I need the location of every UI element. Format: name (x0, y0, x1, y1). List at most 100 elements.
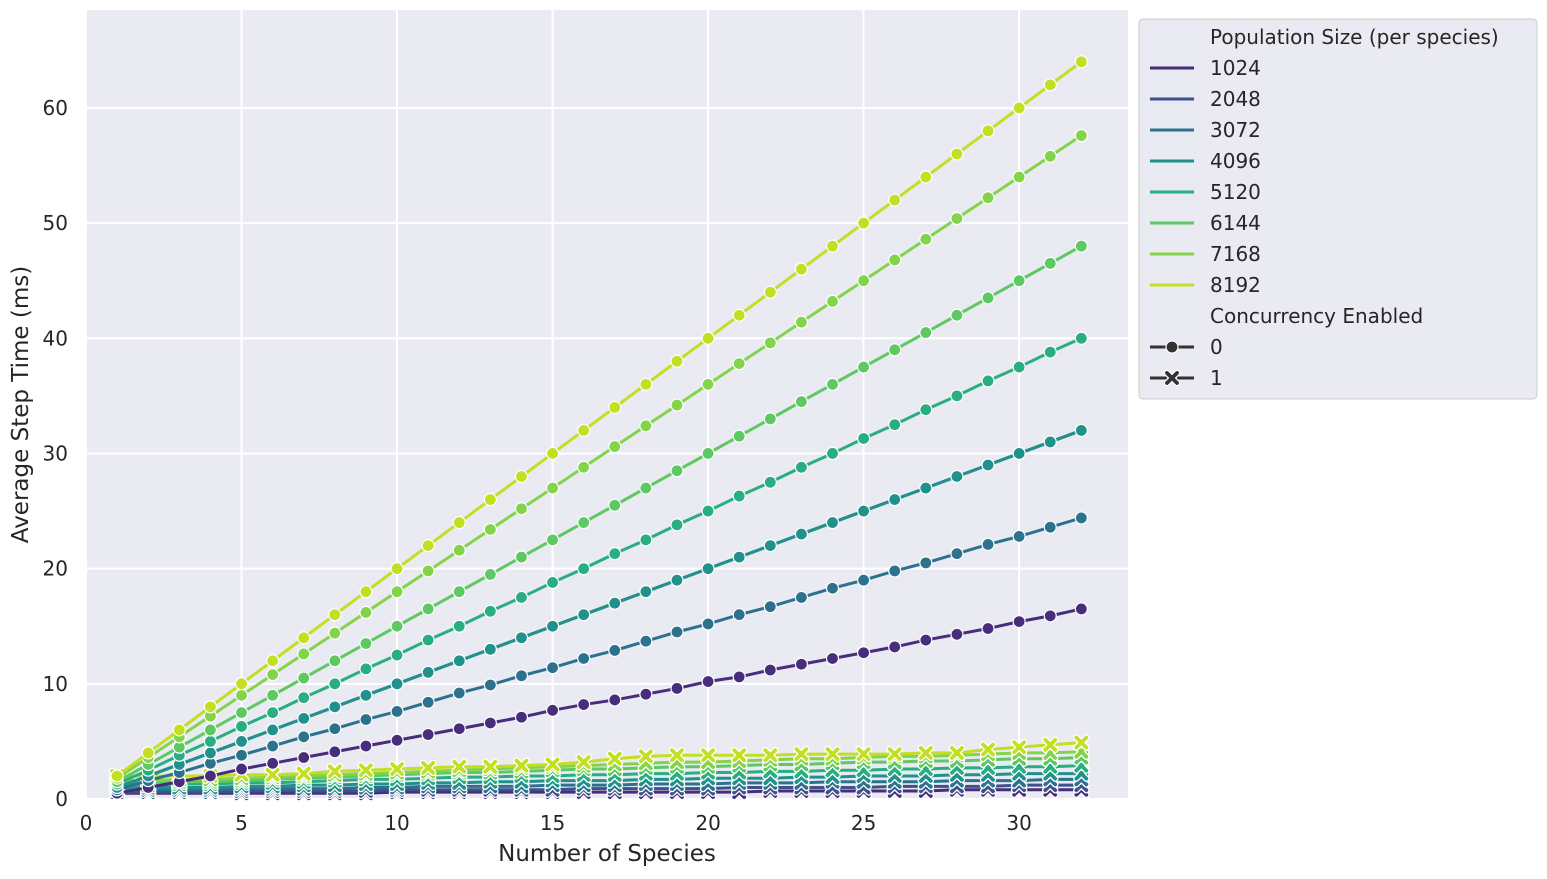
data-point (919, 232, 933, 246)
data-point (514, 710, 529, 724)
data-point (825, 651, 840, 666)
legend-label: 2048 (1210, 87, 1261, 111)
data-point (297, 691, 311, 705)
data-point (1012, 170, 1026, 184)
data-point (577, 460, 591, 474)
data-point (950, 469, 964, 484)
data-point (514, 669, 529, 683)
data-point (670, 398, 684, 412)
data-point (203, 769, 218, 783)
data-point (1043, 520, 1057, 534)
data-point (1043, 149, 1057, 163)
data-point (297, 647, 311, 661)
legend-item-5120: 5120 (1150, 180, 1261, 204)
data-point (328, 677, 342, 691)
data-point (979, 741, 997, 758)
legend-label: 3072 (1210, 118, 1261, 142)
data-point (732, 608, 746, 622)
data-point (950, 147, 964, 161)
data-point (1074, 331, 1088, 345)
data-point (452, 619, 466, 633)
data-point (390, 677, 404, 691)
data-point (390, 619, 404, 633)
data-point (639, 585, 653, 599)
x-tick-labels: 0 5 10 15 20 25 30 (80, 811, 1032, 835)
data-point (981, 458, 995, 472)
data-point (888, 418, 902, 432)
y-tick-labels: 0 10 20 30 40 50 60 (43, 96, 68, 811)
data-point (234, 734, 249, 749)
legend-label: 1024 (1210, 56, 1261, 80)
y-tick-label: 50 (43, 211, 68, 235)
legend-item-4096: 4096 (1150, 149, 1261, 173)
data-point (545, 446, 560, 461)
data-point (328, 722, 342, 736)
data-point (172, 723, 186, 737)
data-point (297, 671, 311, 685)
data-point (639, 377, 653, 391)
data-point (1043, 256, 1057, 271)
data-point (359, 662, 373, 676)
data-point (452, 543, 466, 557)
data-point (919, 556, 933, 570)
data-point (544, 756, 561, 773)
data-point (701, 562, 715, 576)
data-point (606, 750, 624, 767)
data-point (981, 621, 995, 636)
data-point (888, 193, 902, 207)
legend-item-8192: 8192 (1150, 273, 1261, 297)
data-point (732, 357, 746, 371)
data-point (763, 663, 777, 677)
data-point (825, 239, 840, 253)
data-point (824, 745, 841, 763)
data-point (359, 585, 373, 599)
data-point (794, 527, 809, 541)
y-tick-label: 0 (55, 787, 68, 811)
data-point (825, 581, 840, 595)
series-4096-concurrency-0 (110, 423, 1088, 795)
data-point (639, 419, 653, 433)
legend-style-entries: 01 (1150, 335, 1223, 390)
data-point (266, 723, 280, 737)
data-point (857, 431, 871, 446)
data-point (203, 723, 218, 737)
data-point (981, 124, 995, 138)
data-point (577, 608, 591, 622)
data-point (359, 688, 373, 702)
data-point (514, 502, 529, 516)
data-point (825, 515, 840, 530)
data-point (390, 648, 404, 662)
legend-label: 1 (1210, 366, 1223, 390)
data-point (1012, 101, 1026, 115)
data-point (981, 537, 995, 552)
data-point (950, 389, 964, 403)
data-point (670, 573, 684, 587)
data-point (264, 766, 281, 784)
legend-item-1024: 1024 (1150, 56, 1261, 80)
data-point (763, 412, 777, 426)
data-point (608, 439, 622, 454)
data-point (452, 722, 466, 736)
data-point (825, 377, 840, 391)
data-point (763, 600, 777, 614)
data-point (1074, 423, 1088, 438)
data-point (732, 308, 746, 322)
series-7168-concurrency-0 (110, 128, 1088, 785)
data-point (359, 636, 373, 651)
data-point (266, 654, 280, 668)
data-point (857, 360, 871, 374)
data-point (266, 688, 280, 702)
data-point (825, 294, 840, 309)
data-point (701, 674, 715, 689)
legend-hue-title: Population Size (per species) (1210, 25, 1499, 49)
data-point (514, 631, 529, 645)
data-point (950, 547, 964, 561)
data-point (950, 211, 964, 226)
data-point (234, 688, 249, 702)
data-point (608, 498, 622, 512)
data-point (637, 748, 655, 765)
data-point (421, 727, 435, 742)
data-point (545, 533, 560, 547)
data-point (482, 758, 499, 775)
